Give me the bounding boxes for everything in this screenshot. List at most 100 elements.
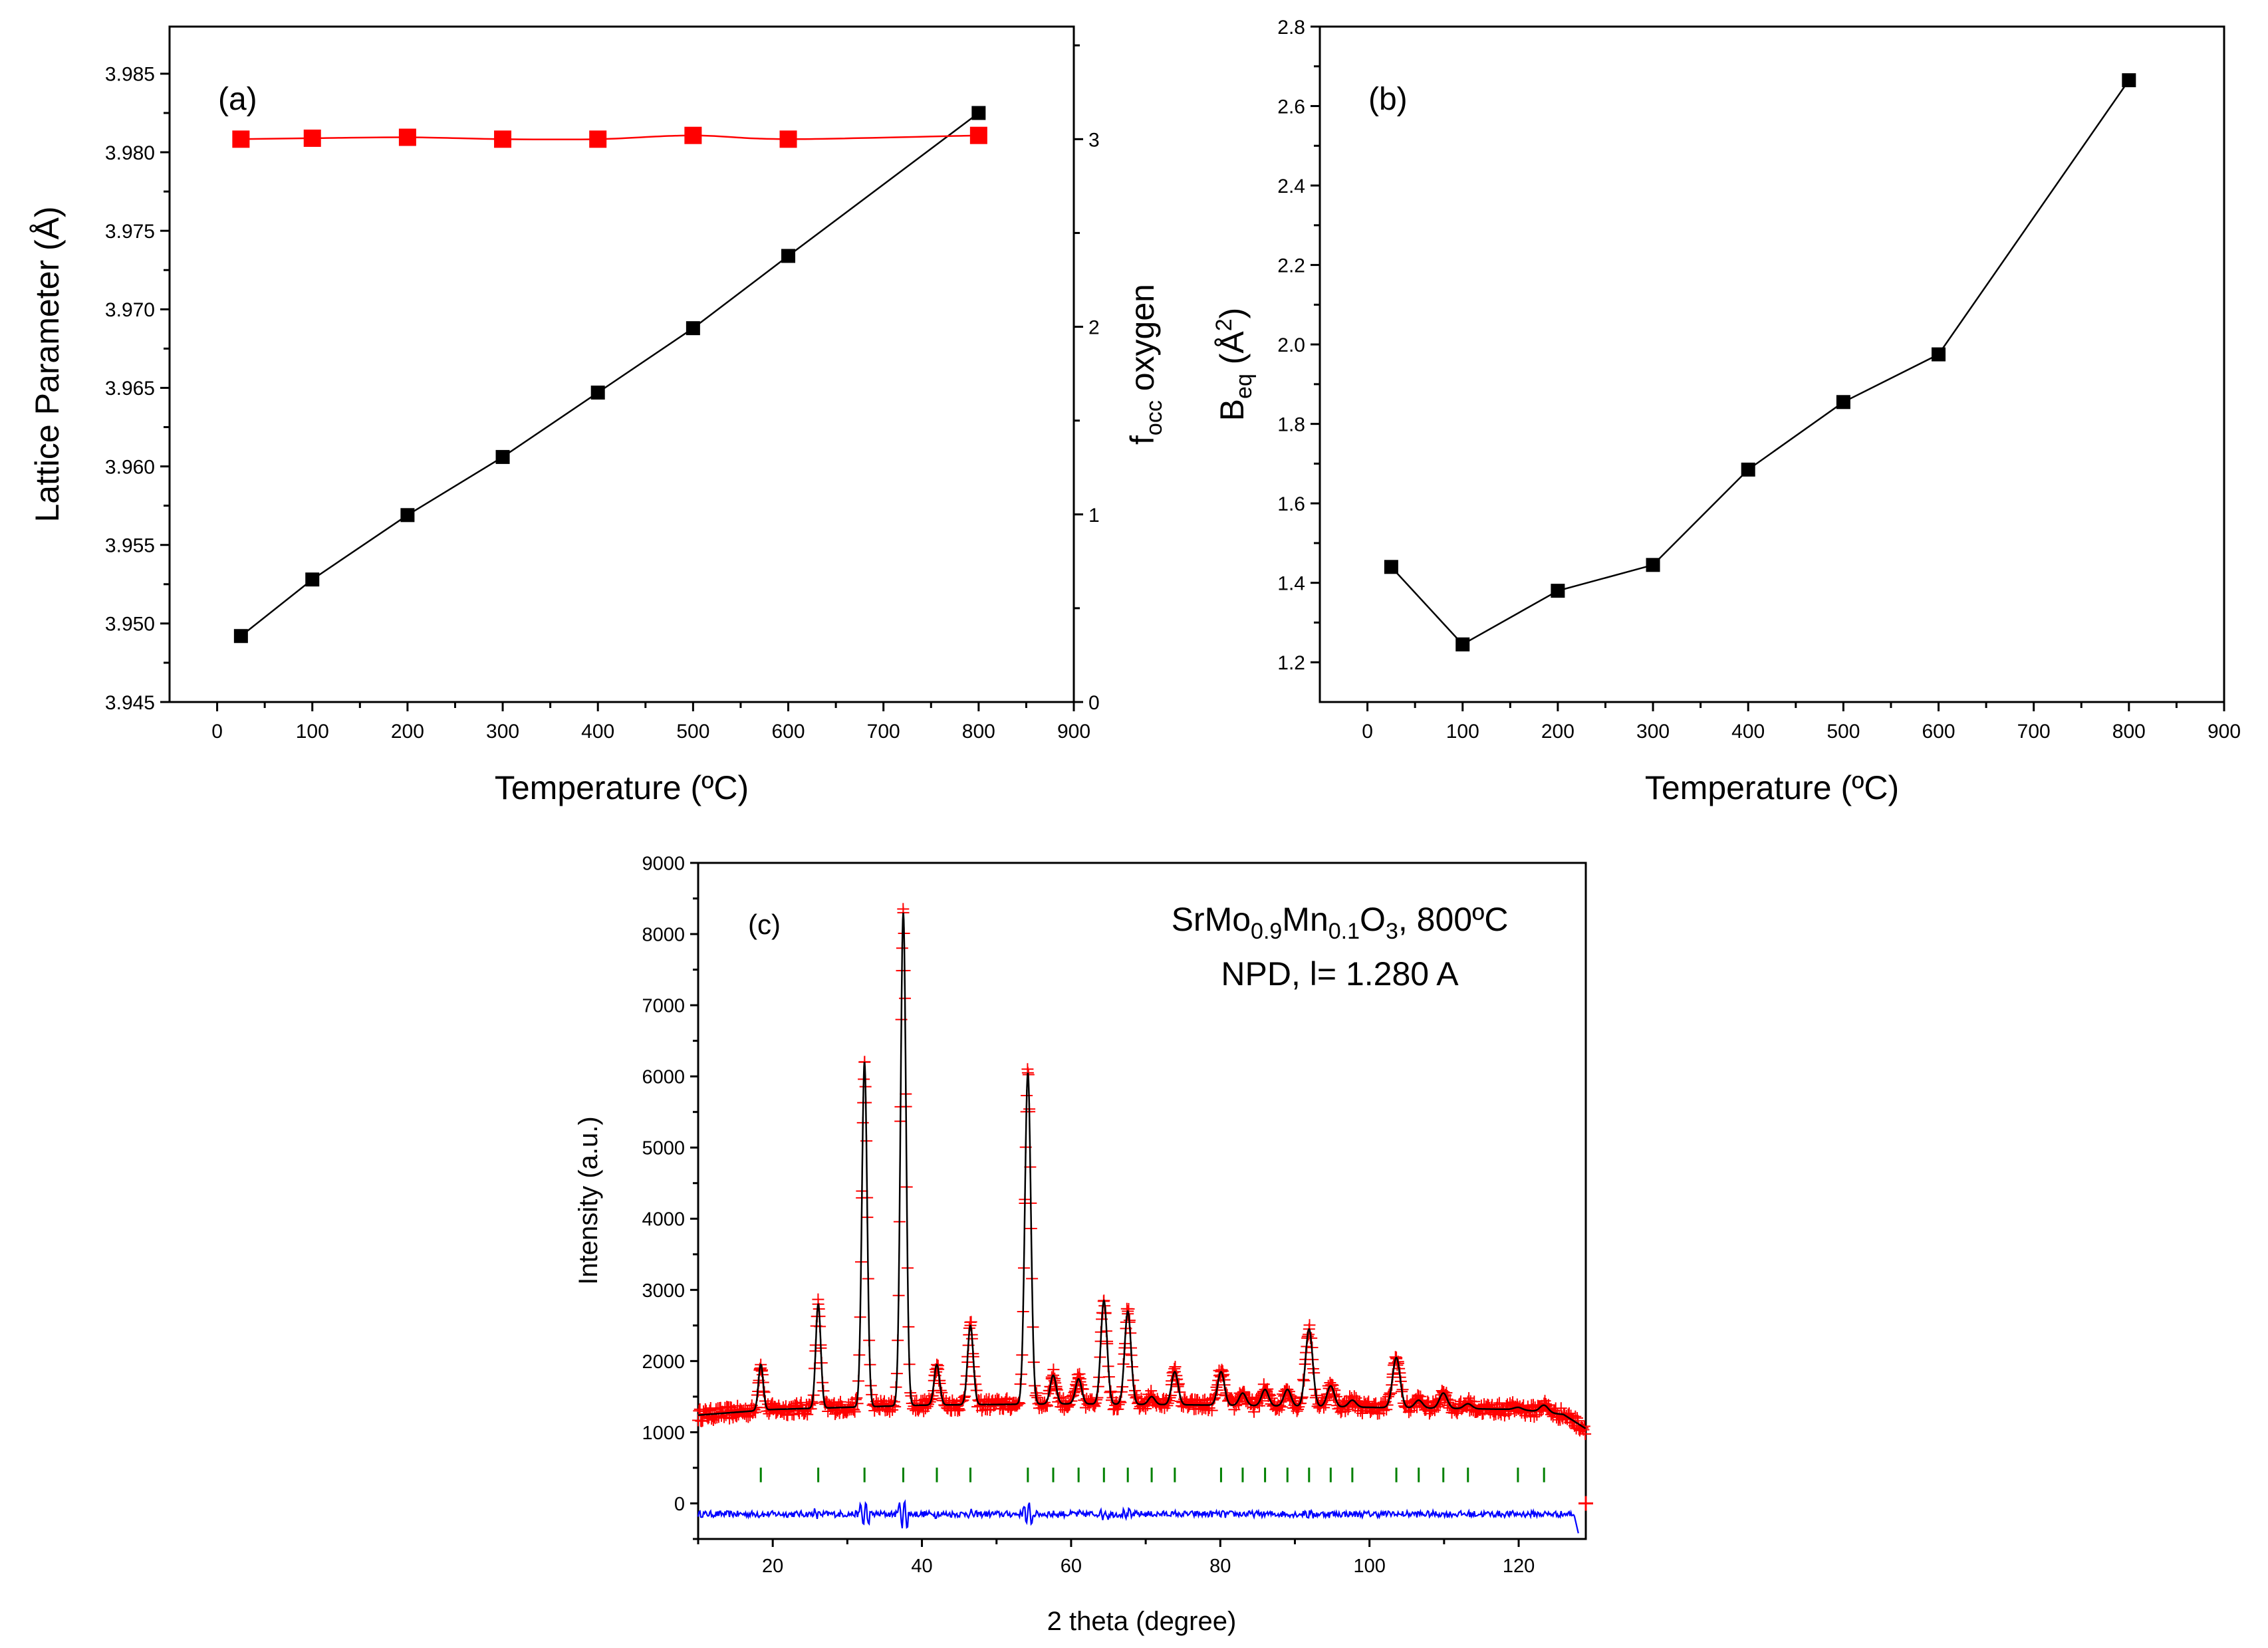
panel-a-focc-point-5 bbox=[684, 126, 702, 144]
panel-b-x-tick-label-9: 900 bbox=[2207, 721, 2241, 743]
panel-b-x-tick-label-6: 600 bbox=[1922, 721, 1955, 743]
panel-a-right-axis-title: focc oxygen bbox=[1124, 284, 1167, 445]
annot-mn: Mn bbox=[1282, 901, 1328, 938]
panel-b-y-tick-label-8: 2.8 bbox=[1277, 17, 1305, 39]
panel-a-lattice-line bbox=[240, 112, 979, 637]
panel-a-focc-point-7 bbox=[969, 126, 987, 144]
panel-c-x-tick-label-1: 40 bbox=[911, 1556, 932, 1577]
panel-a-right-axis-title-rest: oxygen bbox=[1124, 284, 1161, 400]
panel-b-x-axis-title: Temperature (ºC) bbox=[1645, 769, 1899, 806]
panel-c-y-tick-label-8: 8000 bbox=[642, 924, 685, 945]
panel-b-beq-point-4 bbox=[1741, 462, 1755, 477]
panel-c-x-tick-label-5: 120 bbox=[1503, 1556, 1535, 1577]
panel-a-x-axis-title: Temperature (ºC) bbox=[495, 769, 749, 806]
panel-a-lattice-point-6 bbox=[781, 249, 796, 263]
panel-c-label: (c) bbox=[748, 909, 781, 940]
panel-a-x-axis-ticks: 0 100 200 300 400 500 600 700 800 900 bbox=[211, 702, 1090, 743]
panel-b-x-tick-label-1: 100 bbox=[1446, 721, 1479, 743]
panel-b-x-tick-label-2: 200 bbox=[1541, 721, 1575, 743]
panel-a-x-tick-label-8: 800 bbox=[962, 721, 995, 743]
panel-a-x-tick-label-7: 700 bbox=[867, 721, 900, 743]
panel-c-annotation-composition: SrMo0.9Mn0.1O3, 800ºC bbox=[1172, 901, 1509, 944]
panel-b-y-axis-title-sub: eq bbox=[1231, 374, 1257, 399]
panel-c-x-tick-label-3: 80 bbox=[1209, 1556, 1231, 1577]
panel-a-x-tick-label-9: 900 bbox=[1057, 721, 1090, 743]
panel-a-lattice-point-2 bbox=[400, 508, 415, 523]
panel-c-y-tick-label-4: 4000 bbox=[642, 1209, 685, 1231]
panel-a-focc-point-1 bbox=[303, 129, 321, 147]
panel-c-y-tick-label-7: 7000 bbox=[642, 996, 685, 1017]
panel-c-x-tick-label-2: 60 bbox=[1061, 1556, 1082, 1577]
panel-a-focc-point-2 bbox=[398, 128, 416, 146]
panel-a-right-tick-label-3: 3 bbox=[1088, 129, 1100, 151]
panel-b-beq-point-7 bbox=[2122, 73, 2136, 88]
annot-o: O bbox=[1360, 901, 1386, 938]
panel-b-beq-point-0 bbox=[1384, 560, 1398, 574]
panel-a-lattice-point-0 bbox=[233, 629, 248, 644]
panel-c-x-axis-title: 2 theta (degree) bbox=[1047, 1607, 1237, 1636]
panel-a-plot-frame bbox=[168, 25, 1075, 703]
panel-a-x-tick-label-6: 600 bbox=[771, 721, 805, 743]
panel-b-y-tick-label-5: 2.2 bbox=[1277, 255, 1305, 277]
panel-c-y-tick-label-6: 6000 bbox=[642, 1067, 685, 1088]
panel-b-label: (b) bbox=[1368, 82, 1408, 117]
panel-a-x-tick-label-1: 100 bbox=[296, 721, 329, 743]
panel-b-beq-point-3 bbox=[1646, 558, 1660, 572]
panel-a-focc-point-4 bbox=[589, 130, 607, 148]
panel-b-beq-point-1 bbox=[1455, 637, 1470, 651]
panel-b-x-tick-label-8: 800 bbox=[2112, 721, 2146, 743]
panel-c-plot-frame bbox=[697, 862, 1587, 1540]
panel-a-focc-point-6 bbox=[779, 130, 797, 148]
panel-a-x-tick-label-5: 500 bbox=[676, 721, 709, 743]
panel-c-y-axis-title: Intensity (a.u.) bbox=[574, 1116, 603, 1284]
panel-b-series bbox=[1384, 73, 2136, 651]
panel-b-x-tick-label-0: 0 bbox=[1362, 721, 1373, 743]
panel-a-lattice-point-1 bbox=[305, 572, 320, 587]
panel-a-y-tick-label-8: 3.985 bbox=[105, 64, 155, 86]
panel-b-y-tick-label-4: 2.0 bbox=[1277, 334, 1305, 356]
panel-a-y-tick-label-2: 3.955 bbox=[105, 535, 155, 557]
panel-a-x-tick-label-2: 200 bbox=[391, 721, 424, 743]
panel-a-label: (a) bbox=[218, 82, 257, 117]
panel-a-right-axis-title-sub: occ bbox=[1142, 400, 1167, 435]
panel-a-lattice-point-3 bbox=[495, 449, 510, 464]
panel-b-y-axis-title: Beq (Å2) bbox=[1211, 308, 1257, 421]
panel-a-focc-point-0 bbox=[232, 130, 250, 148]
panel-a-right-tick-label-0: 0 bbox=[1088, 692, 1100, 714]
panel-b-plot-frame bbox=[1319, 25, 2225, 703]
panel-b-y-axis-title-paren: (Å bbox=[1213, 331, 1251, 374]
panel-b-y-axis-ticks: 1.2 1.4 1.6 1.8 2.0 2.2 2.4 2.6 2.8 bbox=[1277, 17, 1320, 674]
panel-a-series bbox=[232, 106, 987, 644]
panel-c-y-axis-ticks: 0 1000 2000 3000 4000 5000 6000 7000 8000 9000 bbox=[642, 853, 698, 1540]
panel-b-y-axis-title-main: B bbox=[1213, 399, 1251, 421]
panel-a-y-tick-label-7: 3.980 bbox=[105, 142, 155, 164]
panel-a-x-tick-label-0: 0 bbox=[211, 721, 223, 743]
panel-a-right-axis-ticks: 0 1 2 3 bbox=[1074, 44, 1100, 714]
panel-b-beq-point-5 bbox=[1836, 395, 1850, 410]
panel-b-x-tick-label-3: 300 bbox=[1636, 721, 1670, 743]
annot-sr-mo: SrMo bbox=[1172, 901, 1251, 938]
panel-a-y-tick-label-6: 3.975 bbox=[105, 221, 155, 243]
panel-a-x-tick-label-4: 400 bbox=[581, 721, 614, 743]
panel-c-difference-line bbox=[697, 1499, 1579, 1534]
panel-b-y-axis-title-close: ) bbox=[1213, 308, 1251, 319]
panel-a-y-tick-label-1: 3.950 bbox=[105, 614, 155, 636]
panel-b-y-axis-title-sup: 2 bbox=[1211, 318, 1237, 331]
panel-a-y-tick-label-4: 3.965 bbox=[105, 378, 155, 400]
panel-a-lattice-point-7 bbox=[971, 106, 986, 120]
panel-a-lattice-point-4 bbox=[590, 386, 605, 400]
panel-a-x-tick-label-3: 300 bbox=[486, 721, 519, 743]
panel-b-x-tick-label-4: 400 bbox=[1731, 721, 1765, 743]
panel-c-x-tick-label-4: 100 bbox=[1353, 1556, 1385, 1577]
panel-a-y-tick-label-0: 3.945 bbox=[105, 692, 155, 714]
panel-a-right-tick-label-1: 1 bbox=[1088, 505, 1100, 527]
panel-a-y-axis-ticks: 3.945 3.950 3.955 3.960 3.965 3.970 3.975 3.980… bbox=[105, 64, 170, 714]
panel-b-beq-chart: 0 100 200 300 400 500 600 700 800 900 1.21.41.61.… bbox=[1211, 17, 2241, 806]
panel-c-x-axis-ticks: 20 40 60 80 100 120 bbox=[697, 1539, 1535, 1577]
panel-b-beq-point-6 bbox=[1932, 347, 1946, 362]
panel-c-series bbox=[692, 903, 1593, 1534]
panel-a-lattice-parameter-chart: 0 100 200 300 400 500 600 700 800 900 3.945 3.950 3… bbox=[29, 25, 1167, 806]
panel-c-y-tick-label-9: 9000 bbox=[642, 853, 685, 874]
annot-mo-sub: 0.9 bbox=[1251, 919, 1282, 944]
